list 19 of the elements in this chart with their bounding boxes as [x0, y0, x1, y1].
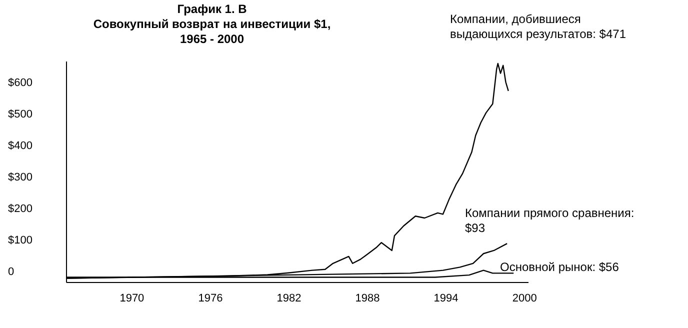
x-tick-label: 1988: [355, 292, 380, 304]
x-tick-label: 1994: [434, 292, 458, 304]
x-tick-label: 1970: [120, 292, 144, 304]
y-tick-label: $400: [8, 140, 32, 152]
x-tick-label: 1982: [276, 292, 302, 304]
x-tick-label: 1976: [198, 292, 223, 304]
y-tick-label: $500: [8, 108, 32, 121]
text: Совокупный возврат на инвестиции $1,: [93, 17, 331, 31]
y-tick-label: $300: [8, 172, 32, 184]
y-tick-label: $600: [8, 77, 32, 90]
text: График 1. В: [177, 2, 247, 16]
y-tick-label: $100: [8, 234, 32, 247]
text: Компании, добившиеся выдающихся результатов: $471: [450, 12, 626, 41]
x-tick-label: 2000: [512, 292, 537, 304]
y-tick-label: $200: [8, 203, 32, 216]
text: 1965 - 2000: [180, 32, 244, 46]
annotation: Компании прямого сравнения: $93: [465, 206, 634, 235]
annotation: Основной рынок: $56: [500, 260, 620, 274]
y-tick-label: 0: [8, 266, 14, 278]
